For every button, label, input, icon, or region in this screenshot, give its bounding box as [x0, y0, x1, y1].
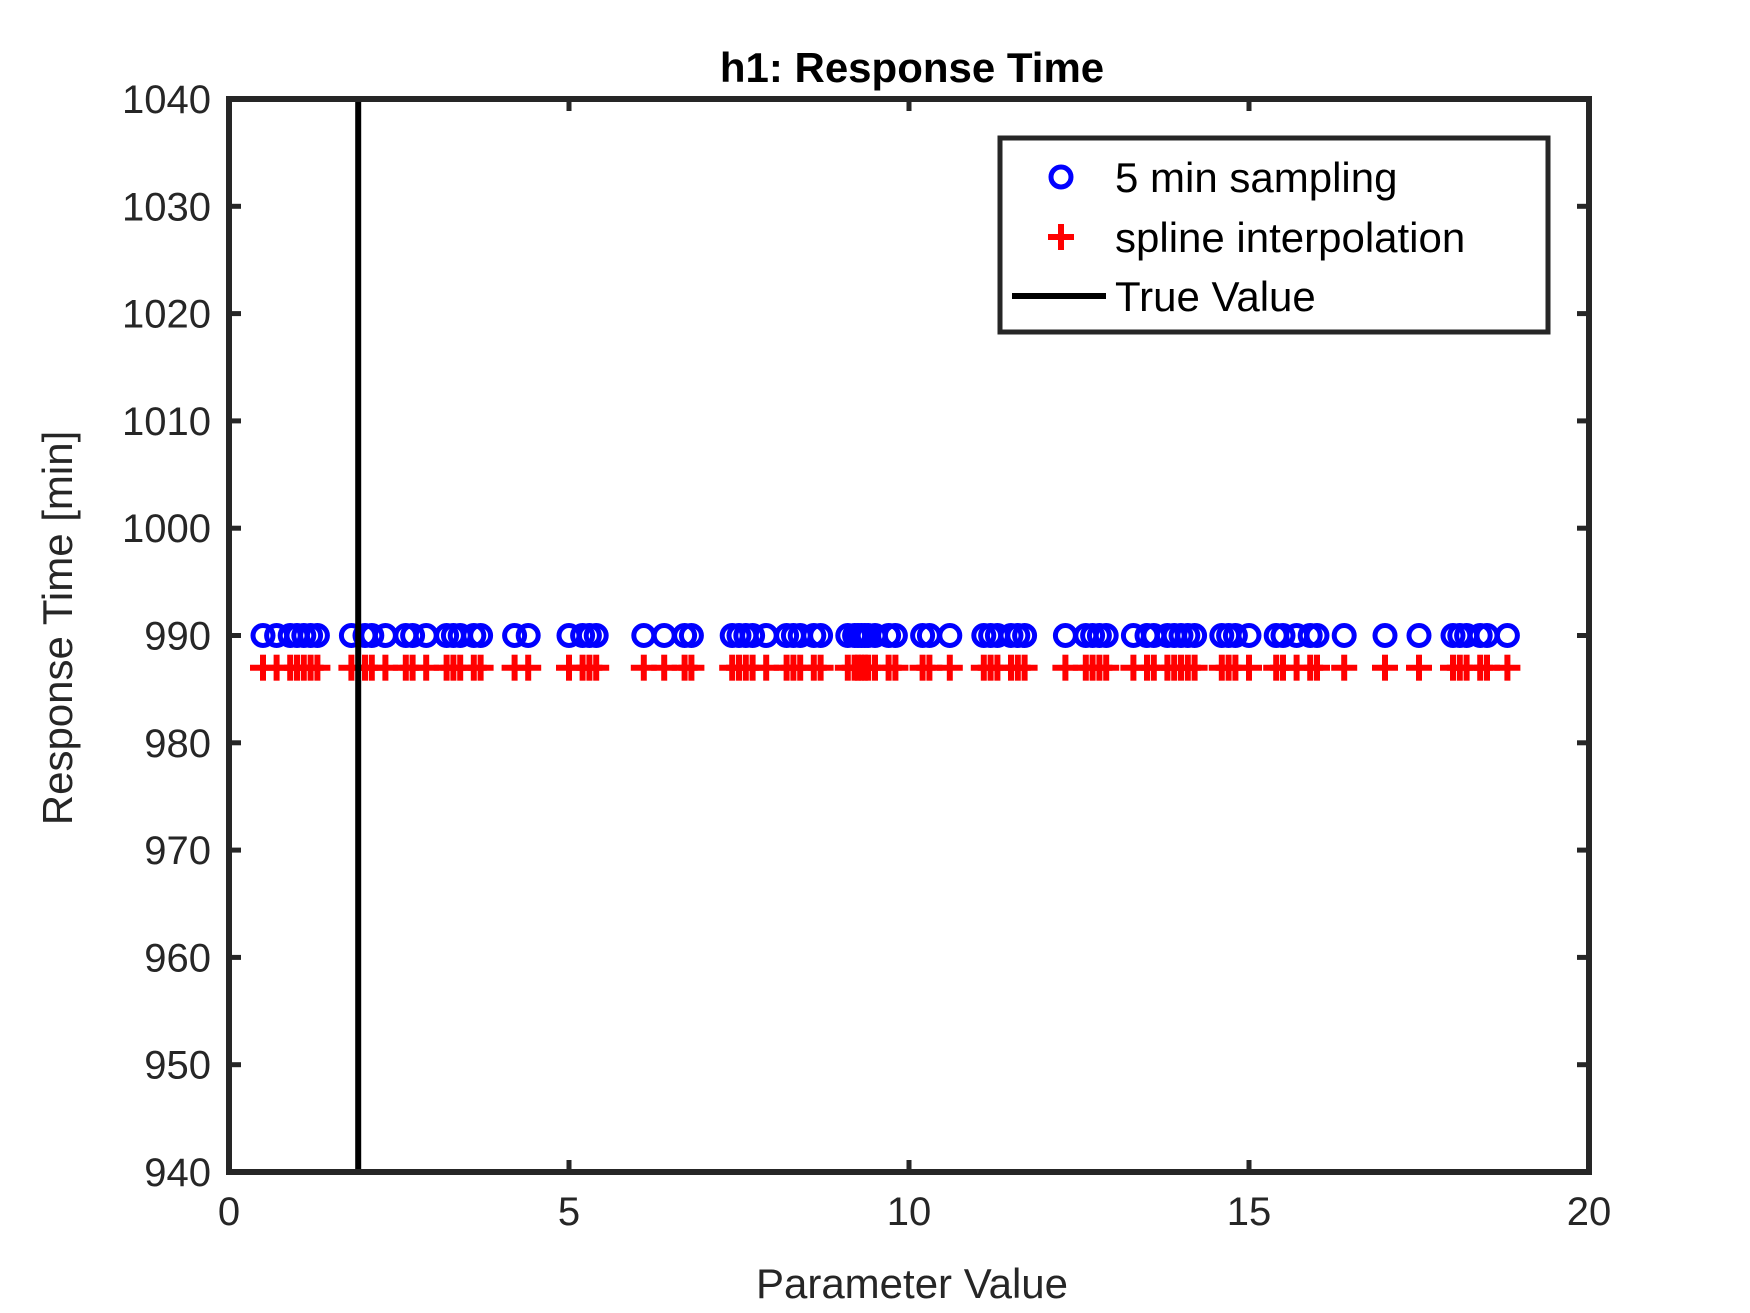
y-tick-label: 1040 — [122, 78, 211, 122]
data-point-5-min-sampling — [359, 623, 385, 648]
data-point-spline-interpolation — [882, 654, 909, 681]
plot-marks — [250, 99, 1521, 1172]
data-point-spline-interpolation — [936, 654, 963, 681]
y-tick-label: 1020 — [122, 293, 211, 337]
data-point-5-min-sampling — [250, 623, 276, 648]
data-point-5-min-sampling — [502, 623, 528, 648]
legend: 5 min sampling spline interpolation True… — [997, 135, 1551, 335]
y-tick-label: 1030 — [122, 185, 211, 229]
data-point-5-min-sampling — [1494, 623, 1520, 648]
legend-circle-marker — [1048, 164, 1074, 190]
data-point-5-min-sampling — [1222, 623, 1248, 648]
legend-box — [997, 135, 1551, 335]
data-point-spline-interpolation — [583, 654, 610, 681]
y-tick-label: 950 — [144, 1044, 211, 1088]
data-point-spline-interpolation — [467, 654, 494, 681]
data-point-spline-interpolation — [1093, 654, 1120, 681]
data-point-spline-interpolation — [515, 654, 542, 681]
data-point-spline-interpolation — [1236, 654, 1262, 681]
data-point-5-min-sampling — [583, 623, 609, 648]
data-point-5-min-sampling — [1270, 623, 1296, 648]
data-point-5-min-sampling — [1182, 623, 1208, 648]
y-tick-label: 970 — [144, 829, 211, 873]
data-point-spline-interpolation — [1011, 654, 1038, 681]
data-point-spline-interpolation — [678, 654, 705, 681]
data-point-5-min-sampling — [1012, 623, 1038, 648]
x-tick-label: 10 — [887, 1190, 932, 1234]
x-tick-label: 0 — [218, 1190, 240, 1234]
data-point-5-min-sampling — [882, 623, 908, 648]
data-point-5-min-sampling — [304, 623, 330, 648]
data-point-spline-interpolation — [1494, 654, 1521, 681]
data-point-5-min-sampling — [1372, 623, 1398, 648]
x-axis-label: Parameter Value — [756, 1260, 1068, 1307]
data-point-spline-interpolation — [1331, 654, 1358, 681]
data-point-spline-interpolation — [304, 654, 331, 681]
data-point-spline-interpolation — [1304, 654, 1330, 681]
legend-plus-marker — [1048, 224, 1074, 250]
x-tick-label: 15 — [1227, 1190, 1272, 1234]
data-point-spline-interpolation — [1372, 654, 1398, 681]
data-point-5-min-sampling — [937, 623, 963, 648]
data-point-5-min-sampling — [740, 623, 766, 648]
data-point-5-min-sampling — [1331, 623, 1357, 648]
plot-area-frame — [226, 96, 1592, 1175]
legend-label-spline-interpolation: spline interpolation — [1115, 214, 1465, 261]
axis-ticks: 0 5 10 15 20 940 950 960 970 980 990 1000 1010 1020 10… — [122, 78, 1611, 1234]
y-tick-label: 1010 — [122, 400, 211, 444]
y-tick-label: 980 — [144, 722, 211, 766]
chart-title: h1: Response Time — [720, 44, 1104, 91]
y-tick-label: 940 — [144, 1151, 211, 1195]
x-tick-label: 20 — [1567, 1190, 1612, 1234]
y-tick-label: 1000 — [122, 507, 211, 551]
data-point-5-min-sampling — [400, 623, 426, 648]
legend-label-5-min-sampling: 5 min sampling — [1115, 154, 1397, 201]
y-tick-label: 990 — [144, 615, 211, 659]
data-point-spline-interpolation — [807, 654, 834, 681]
data-point-5-min-sampling — [678, 623, 704, 648]
legend-label-true-value: True Value — [1115, 273, 1316, 320]
data-point-5-min-sampling — [515, 623, 541, 648]
data-point-spline-interpolation — [1406, 654, 1432, 681]
data-point-5-min-sampling — [1236, 623, 1262, 648]
data-point-5-min-sampling — [468, 623, 494, 648]
y-axis-label: Response Time [min] — [34, 431, 81, 826]
data-point-5-min-sampling — [1304, 623, 1330, 648]
data-point-5-min-sampling — [808, 623, 834, 648]
x-tick-label: 5 — [558, 1190, 580, 1234]
y-tick-label: 960 — [144, 936, 211, 980]
data-point-5-min-sampling — [1406, 623, 1432, 648]
data-point-spline-interpolation — [1181, 654, 1208, 681]
data-point-5-min-sampling — [1093, 623, 1119, 648]
